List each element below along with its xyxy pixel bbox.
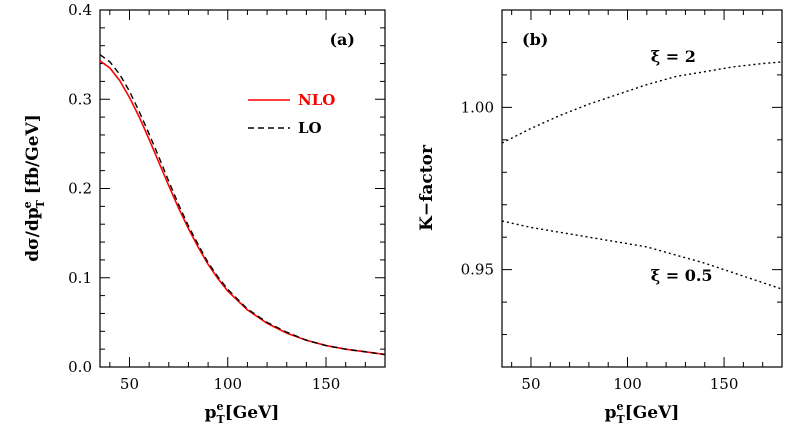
series-line-curve-1 xyxy=(501,220,783,290)
y-tick-label: 0.1 xyxy=(68,269,92,287)
panel-a-ylabel: dσ/dpeT [fb/GeV] xyxy=(21,114,47,262)
x-tick-label: 100 xyxy=(213,375,242,393)
panel-b: 50 100 150 0.95 1.00 (b) ξ = 2 ξ = 0.5 K−fact… xyxy=(417,9,783,426)
panel-a-frame xyxy=(99,9,386,368)
panel-a-lines xyxy=(99,54,386,356)
y-tick-label: 0.2 xyxy=(68,180,92,198)
legend-lo-label: LO xyxy=(298,119,322,137)
x-tick-label: 50 xyxy=(521,375,540,393)
panel-a-xlabel: pe T[GeV] xyxy=(205,400,280,426)
panel-a-label: (a) xyxy=(329,30,355,49)
panel-b-annotations: ξ = 2 ξ = 0.5 xyxy=(651,47,713,285)
panel-a-ticks: 50 100 150 0.0 0.1 0.2 0.3 0.4 xyxy=(68,1,386,393)
y-tick-label: 0.95 xyxy=(461,261,494,279)
panel-b-ticks: 50 100 150 0.95 1.00 xyxy=(461,9,783,393)
x-tick-label: 100 xyxy=(613,375,642,393)
y-tick-label: 0.4 xyxy=(68,1,92,19)
panel-b-ylabel: K−factor xyxy=(417,144,437,231)
xi-annotation: ξ = 0.5 xyxy=(651,266,713,285)
y-tick-label: 0.0 xyxy=(68,358,92,376)
panel-a: 50 100 150 0.0 0.1 0.2 0.3 0.4 (a) NLO LO dσ/dp… xyxy=(21,1,386,426)
panel-b-frame xyxy=(501,9,783,368)
x-tick-label: 50 xyxy=(120,375,139,393)
legend-a: NLO LO xyxy=(248,91,335,137)
y-tick-label: 1.00 xyxy=(461,98,494,116)
x-tick-label: 150 xyxy=(710,375,739,393)
xlabel-unit: [GeV] xyxy=(225,403,280,423)
ylabel-prefix: dσ/dp xyxy=(23,207,43,262)
series-line-curve-0 xyxy=(501,61,783,144)
xlabel-sub: T xyxy=(217,413,226,426)
xlabel-main: p xyxy=(605,403,617,423)
xlabel-sub: T xyxy=(617,413,626,426)
panel-b-lines xyxy=(501,61,783,290)
ylabel-unit: [fb/GeV] xyxy=(23,114,43,200)
legend-nlo-label: NLO xyxy=(298,91,335,109)
xi-annotation: ξ = 2 xyxy=(651,47,696,66)
xlabel-unit: [GeV] xyxy=(625,403,680,423)
ylabel-sub: T xyxy=(34,199,47,208)
y-tick-label: 0.3 xyxy=(68,90,92,108)
series-line-nlo xyxy=(99,60,386,356)
series-line-lo xyxy=(99,54,386,356)
xlabel-sup: e xyxy=(217,400,224,413)
x-tick-label: 150 xyxy=(312,375,341,393)
ylabel-sup: e xyxy=(21,201,34,208)
xlabel-sup: e xyxy=(617,400,624,413)
xlabel-main: p xyxy=(205,403,217,423)
panel-b-xlabel: pe T[GeV] xyxy=(605,400,680,426)
panel-b-label: (b) xyxy=(522,30,548,49)
